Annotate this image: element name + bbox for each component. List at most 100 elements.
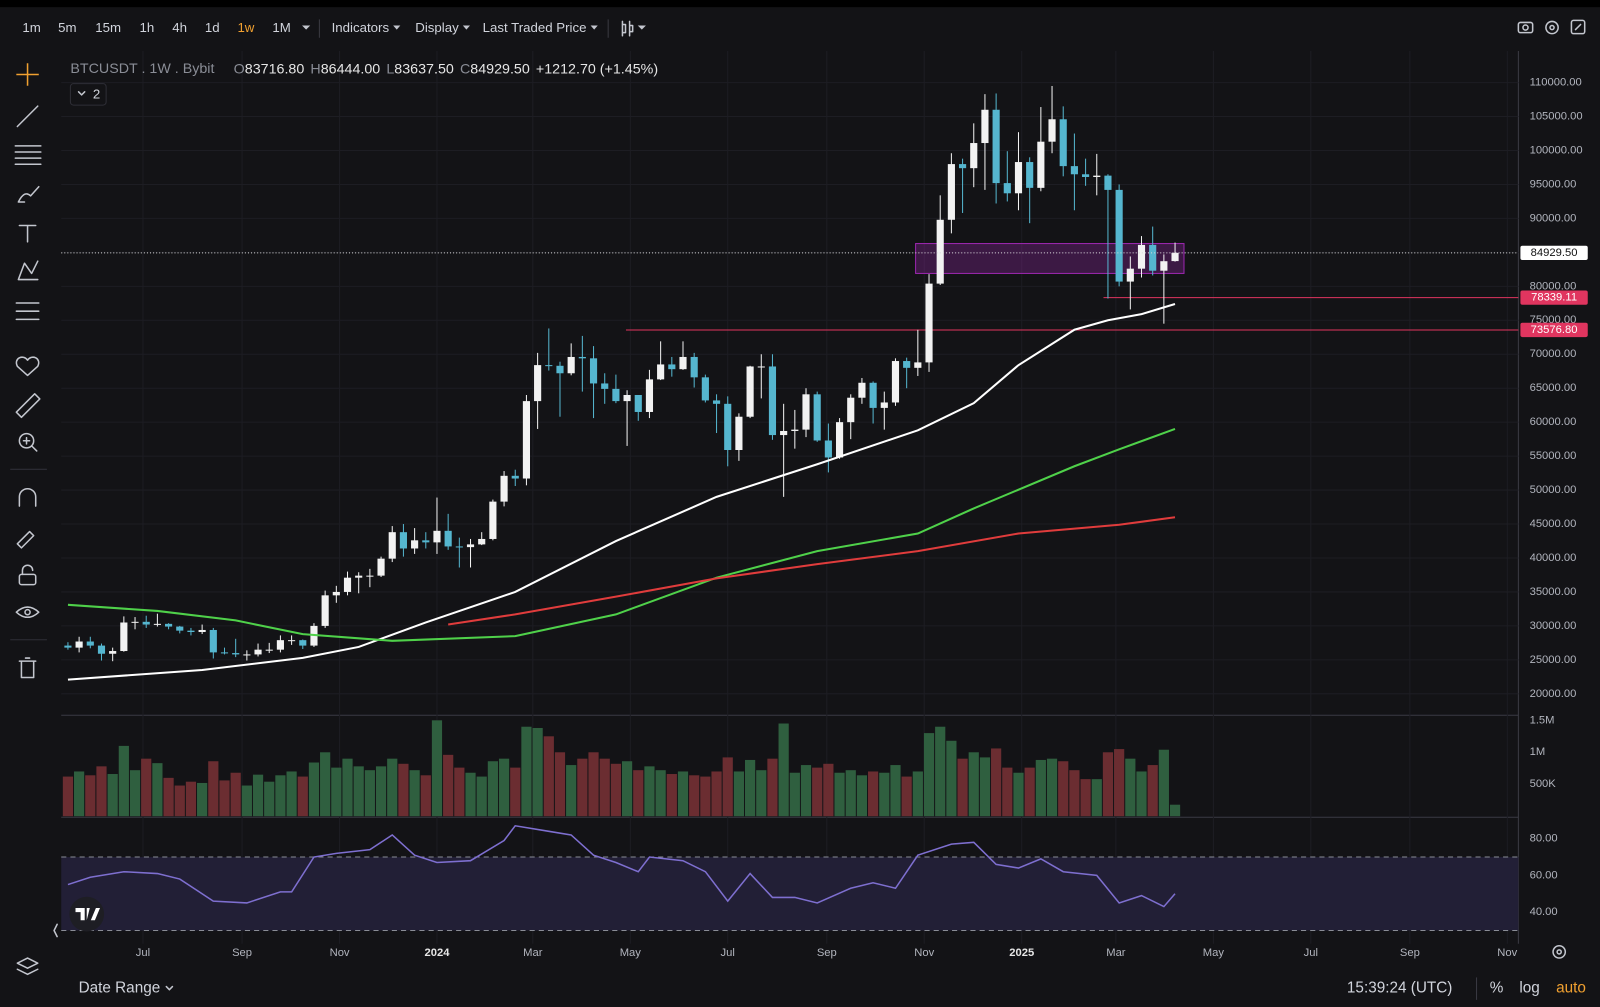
volume-bar [789, 772, 800, 817]
volume-bar [823, 763, 834, 817]
candle-body [780, 430, 788, 436]
candle-body [433, 530, 441, 543]
x-tick-label: Sep [232, 947, 252, 959]
chart-type-button[interactable] [621, 20, 646, 37]
candle-body [981, 109, 989, 144]
log-toggle[interactable]: log [1519, 980, 1539, 997]
volume-bar [689, 775, 700, 817]
axes: Jul Sep Nov 2024 Mar May Jul Sep Nov 2025 Mar May Ju… [136, 77, 1588, 959]
interval-button[interactable]: 5m [58, 20, 76, 35]
layers-button[interactable] [16, 957, 39, 976]
y-tick-label: 20000.00 [1530, 688, 1577, 700]
candle-body [288, 640, 296, 642]
menu-caret[interactable] [393, 25, 401, 30]
candle-body [198, 629, 206, 633]
volume-bar [219, 780, 230, 817]
camera-button[interactable] [1517, 21, 1534, 34]
text-tool[interactable] [18, 224, 37, 243]
candle-body [757, 366, 765, 368]
candle-body [701, 377, 709, 401]
lock-tool[interactable] [18, 564, 37, 586]
volume-bar [778, 723, 789, 817]
ohlc: O83716.80 H86444.00 L83637.50 C84929.50 +121… [234, 61, 658, 77]
interval-button[interactable]: 1d [205, 20, 220, 35]
prediction-tool[interactable] [15, 302, 40, 321]
candle-body [522, 401, 531, 479]
volume-bar [264, 781, 275, 817]
candle-body [1149, 244, 1157, 271]
delete-tool[interactable] [18, 657, 37, 679]
lock-drawing-tool[interactable] [16, 530, 35, 549]
volume-bar [677, 771, 689, 817]
plot-area: Jul Sep Nov 2024 Mar May Jul Sep Nov 2025 Mar May Ju… [61, 51, 1588, 959]
fullscreen-button[interactable] [1570, 19, 1586, 35]
zoom-tool[interactable] [18, 432, 38, 452]
menu-button[interactable]: Indicators [332, 20, 390, 35]
last-price-label: 84929.50 [1531, 247, 1578, 259]
interval-button[interactable]: 1w [237, 20, 254, 35]
interval-button[interactable]: 1M [272, 20, 290, 35]
interval-button[interactable]: 15m [95, 20, 121, 35]
candle-body [232, 653, 240, 655]
price-level-label: 73576.80 [1531, 324, 1578, 336]
x-tick-label: Mar [523, 947, 543, 959]
candle-body [64, 645, 72, 648]
magnet-tool[interactable] [18, 488, 37, 507]
candle-body [813, 394, 821, 441]
menu-caret[interactable] [590, 25, 598, 30]
candle-body [1160, 261, 1168, 271]
last-price-tag [1520, 245, 1588, 260]
menu-caret[interactable] [462, 25, 470, 30]
date-range-caret[interactable] [165, 985, 174, 991]
menu-button[interactable]: Display [415, 20, 459, 35]
volume-bar [845, 770, 856, 817]
volume-bar [868, 771, 879, 817]
candle-body [422, 540, 430, 543]
left-drawing-toolbar [10, 63, 58, 976]
volume-bar [1158, 749, 1169, 817]
collapse-button[interactable] [53, 923, 58, 938]
price-level-tag [1520, 290, 1588, 305]
interval-caret[interactable] [302, 25, 311, 30]
brush-tool[interactable] [17, 185, 40, 203]
percent-toggle[interactable]: % [1490, 980, 1504, 997]
interval-button[interactable]: 4h [172, 20, 187, 35]
y-tick-label: 75000.00 [1530, 314, 1577, 326]
volume-bar [577, 758, 588, 817]
fib-tool[interactable] [14, 145, 42, 166]
crosshair-tool[interactable] [16, 63, 39, 86]
volume-bar [185, 781, 197, 817]
volume-bar [901, 776, 912, 817]
volume-bar [610, 763, 622, 817]
interval-button[interactable]: 1h [140, 20, 155, 35]
marks [61, 85, 1519, 908]
volume-bar [398, 763, 409, 817]
interval-button[interactable]: 1m [22, 20, 40, 35]
candle-body [869, 382, 877, 408]
volume-bar [599, 758, 610, 817]
visibility-tool[interactable] [15, 606, 40, 619]
auto-toggle[interactable]: auto [1556, 980, 1586, 997]
candle-body [399, 532, 407, 549]
trend-line-tool[interactable] [16, 105, 39, 128]
volume-bar [141, 758, 152, 817]
volume-bar [532, 727, 543, 817]
volume-bar [375, 766, 387, 817]
volume-bar [711, 771, 722, 817]
pattern-tool[interactable] [17, 260, 39, 281]
settings-button[interactable] [1545, 20, 1559, 35]
ruler-tool[interactable] [15, 393, 41, 419]
candle-body [914, 362, 922, 368]
menu-button[interactable]: Last Traded Price [483, 20, 587, 35]
volume-bar [890, 765, 901, 817]
moving-average [67, 303, 1176, 681]
indicator-toggle[interactable]: 2 [69, 83, 107, 106]
y-tick-label: 55000.00 [1530, 450, 1577, 462]
y-tick-label: 60000.00 [1530, 416, 1577, 428]
volume-bar [621, 761, 633, 817]
favorites-tool[interactable] [15, 356, 40, 377]
auto-scale-settings[interactable] [1552, 945, 1567, 959]
date-range-button[interactable]: Date Range [79, 980, 161, 997]
indicator-count: 2 [93, 86, 100, 101]
